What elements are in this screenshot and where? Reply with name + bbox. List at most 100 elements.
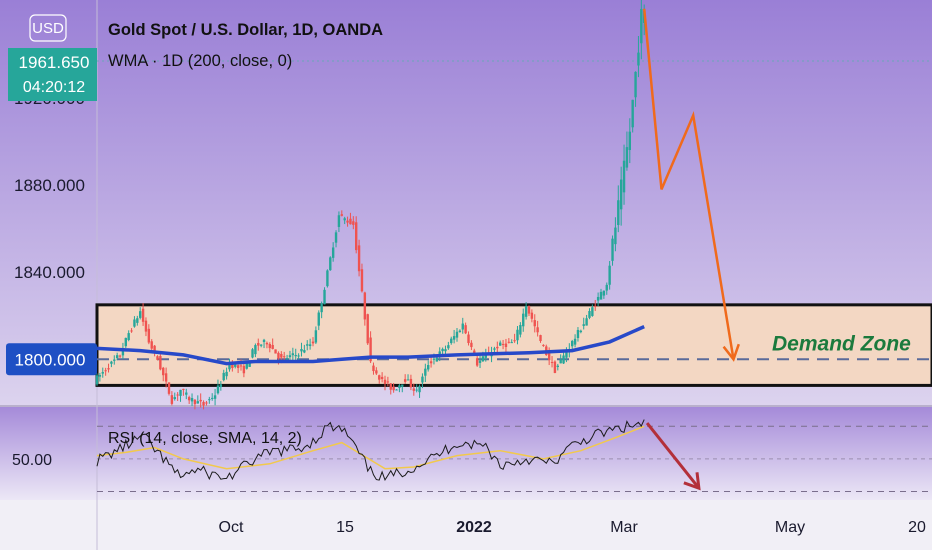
currency-button-frame[interactable]	[29, 14, 67, 42]
candle[interactable]	[412, 383, 415, 396]
candle[interactable]	[631, 99, 634, 133]
candle[interactable]	[199, 393, 202, 408]
candle[interactable]	[527, 305, 531, 317]
candle[interactable]	[300, 342, 303, 357]
candle[interactable]	[441, 347, 444, 355]
candle[interactable]	[406, 374, 410, 381]
rsi-indicator-label[interactable]: RSI (14, close, SMA, 14, 2)	[108, 430, 302, 447]
candle[interactable]	[475, 355, 479, 367]
candle[interactable]	[585, 314, 588, 326]
candle[interactable]	[202, 400, 205, 410]
candle[interactable]	[254, 343, 257, 358]
candle[interactable]	[193, 399, 197, 410]
candle[interactable]	[470, 340, 473, 351]
candle[interactable]	[144, 317, 148, 337]
candle[interactable]	[182, 388, 185, 396]
candle[interactable]	[522, 308, 525, 332]
candle[interactable]	[127, 330, 130, 342]
candle[interactable]	[496, 341, 499, 353]
candle[interactable]	[467, 331, 470, 346]
demand-zone-box[interactable]	[95, 303, 932, 387]
candle[interactable]	[303, 344, 306, 354]
candle[interactable]	[208, 396, 211, 404]
candle[interactable]	[542, 344, 545, 347]
candle[interactable]	[150, 339, 153, 352]
candle[interactable]	[320, 301, 323, 319]
candle[interactable]	[363, 291, 367, 326]
wma-line[interactable]	[96, 324, 645, 366]
candle[interactable]	[314, 326, 318, 345]
candle[interactable]	[136, 315, 139, 326]
candle[interactable]	[594, 299, 597, 311]
candle[interactable]	[513, 333, 516, 343]
candle[interactable]	[596, 292, 600, 307]
candle[interactable]	[349, 212, 352, 225]
candle[interactable]	[516, 326, 519, 345]
candle[interactable]	[510, 339, 513, 344]
candle[interactable]	[288, 350, 292, 362]
candle[interactable]	[133, 316, 136, 328]
candle[interactable]	[306, 340, 309, 351]
candle[interactable]	[450, 336, 453, 345]
candle[interactable]	[211, 393, 214, 401]
candle[interactable]	[139, 307, 142, 320]
candle[interactable]	[156, 355, 159, 361]
candle[interactable]	[274, 349, 277, 354]
candle[interactable]	[533, 314, 536, 333]
candle[interactable]	[205, 400, 208, 406]
candle[interactable]	[337, 211, 341, 233]
candle[interactable]	[588, 308, 591, 320]
candle[interactable]	[219, 381, 223, 391]
candle[interactable]	[403, 374, 407, 384]
candle[interactable]	[519, 322, 522, 338]
candle[interactable]	[355, 216, 358, 254]
candle[interactable]	[455, 328, 459, 342]
candle[interactable]	[265, 341, 269, 349]
candle[interactable]	[291, 347, 295, 362]
candle[interactable]	[98, 372, 102, 382]
candle[interactable]	[268, 342, 271, 353]
candle[interactable]	[640, 0, 643, 60]
candle[interactable]	[530, 309, 534, 323]
candle[interactable]	[115, 352, 119, 361]
candle[interactable]	[478, 355, 482, 369]
candle[interactable]	[173, 392, 176, 401]
candle[interactable]	[501, 339, 505, 350]
candle[interactable]	[141, 303, 145, 326]
candle[interactable]	[409, 374, 413, 391]
candle[interactable]	[113, 355, 116, 365]
candle[interactable]	[579, 329, 583, 334]
candle[interactable]	[271, 338, 274, 350]
candle[interactable]	[524, 302, 528, 320]
candle[interactable]	[619, 166, 623, 226]
candle[interactable]	[614, 217, 617, 252]
candle[interactable]	[599, 288, 603, 300]
candle[interactable]	[352, 216, 355, 230]
candle[interactable]	[124, 337, 127, 348]
rsi-line[interactable]	[96, 419, 645, 482]
candle[interactable]	[562, 350, 565, 364]
candle[interactable]	[329, 256, 332, 271]
candle[interactable]	[366, 313, 369, 346]
candle[interactable]	[559, 354, 562, 364]
candle[interactable]	[634, 71, 637, 107]
candle[interactable]	[213, 388, 217, 406]
candle[interactable]	[162, 366, 165, 382]
candle[interactable]	[101, 367, 104, 378]
rsi-down-arrow[interactable]	[645, 422, 701, 490]
candle[interactable]	[622, 144, 626, 205]
candle[interactable]	[323, 287, 326, 305]
candle[interactable]	[637, 36, 640, 78]
candle[interactable]	[187, 395, 191, 404]
candle[interactable]	[196, 395, 199, 404]
candle[interactable]	[392, 383, 395, 393]
candle[interactable]	[308, 338, 312, 350]
candle[interactable]	[257, 338, 260, 351]
candle[interactable]	[464, 322, 467, 335]
candle[interactable]	[334, 230, 338, 248]
candle[interactable]	[236, 364, 240, 374]
candle[interactable]	[225, 367, 228, 380]
candle[interactable]	[539, 334, 542, 343]
candle[interactable]	[110, 360, 113, 368]
candle[interactable]	[346, 216, 349, 227]
